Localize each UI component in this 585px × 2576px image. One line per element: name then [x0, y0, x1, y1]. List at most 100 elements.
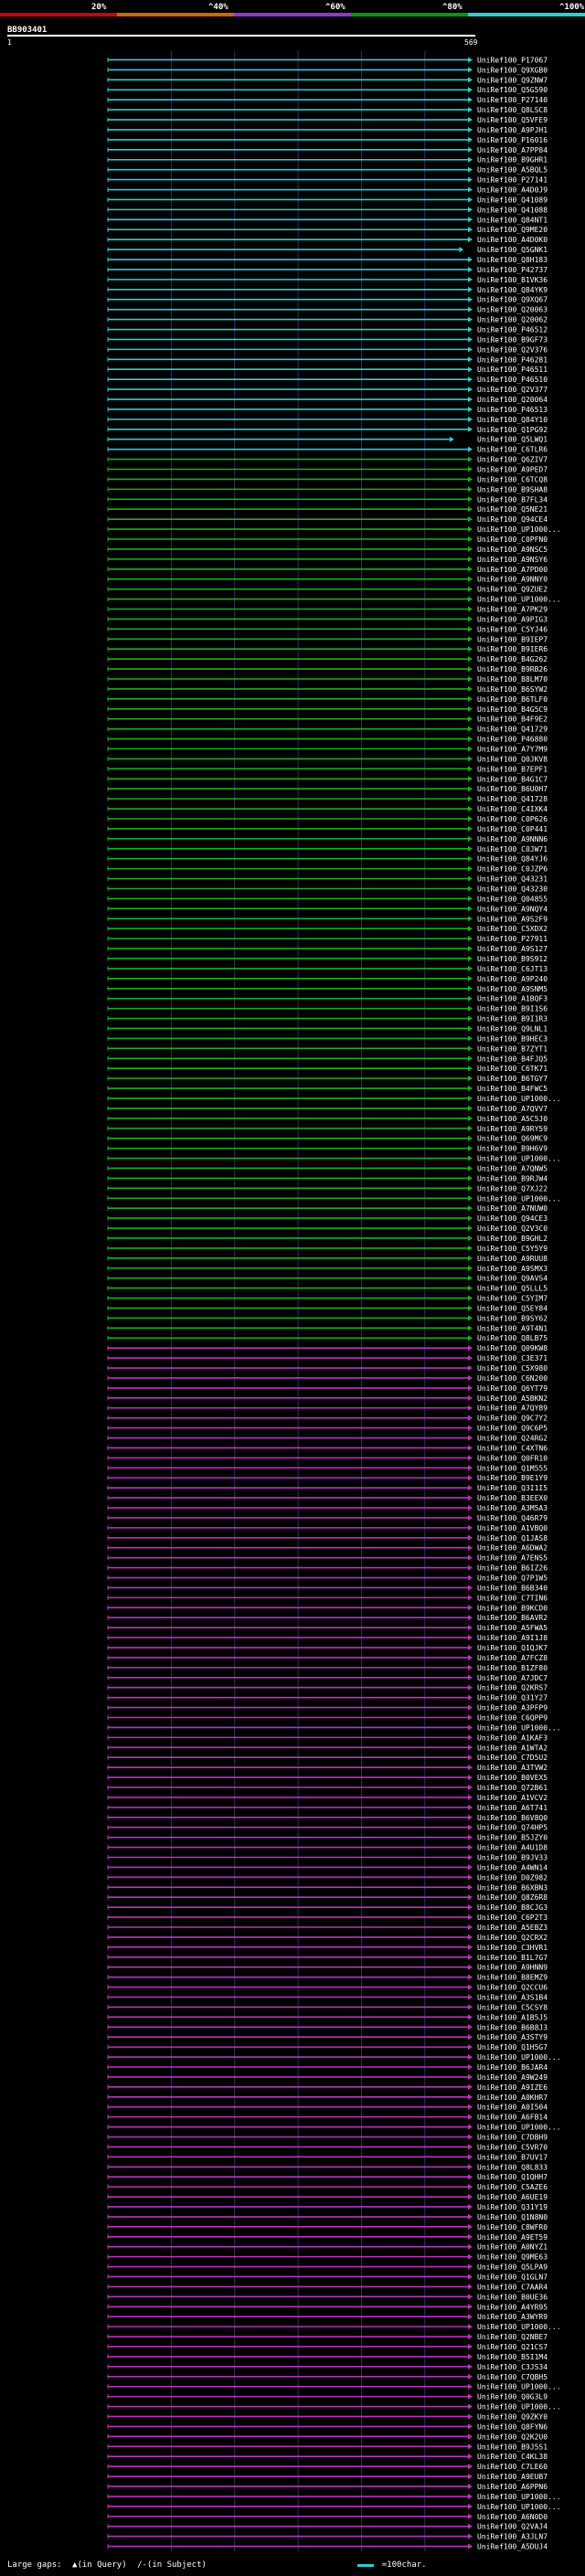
hit-label[interactable]: UniRef100_C0P626 [477, 815, 548, 823]
hit-row[interactable]: UniRef100_Q84YJ6 [107, 855, 548, 864]
hit-label[interactable]: UniRef100_Q2NBE7 [477, 2333, 548, 2341]
hit-label[interactable]: UniRef100_A3STY9 [477, 2033, 548, 2041]
hit-label[interactable]: UniRef100_Q2KRS7 [477, 1684, 548, 1692]
hit-row[interactable]: UniRef100_B6V8Q0 [107, 1814, 548, 1822]
hit-row[interactable]: UniRef100_B4FWC5 [107, 1085, 548, 1093]
hit-row[interactable]: UniRef100_Q8Z6R8 [107, 1893, 548, 1902]
hit-row[interactable]: UniRef100_C5YIM7 [107, 1295, 548, 1303]
hit-label[interactable]: UniRef100_C0JZP6 [477, 865, 548, 874]
hit-row[interactable]: UniRef100_D0Z982 [107, 1873, 548, 1882]
hit-label[interactable]: UniRef100_A9HNN9 [477, 1964, 548, 1972]
hit-row[interactable]: UniRef100_Q41089 [107, 196, 548, 204]
hit-row[interactable]: UniRef100_B9J5S1 [107, 2443, 548, 2451]
hit-label[interactable]: UniRef100_Q9C7Y2 [477, 1415, 548, 1423]
hit-row[interactable]: UniRef100_P46281 [107, 355, 548, 364]
hit-row[interactable]: UniRef100_A1B5J5 [107, 2013, 548, 2021]
hit-label[interactable]: UniRef100_Q7P1W5 [477, 1574, 548, 1583]
hit-label[interactable]: UniRef100_B0UE36 [477, 2293, 548, 2301]
hit-label[interactable]: UniRef100_A7QY89 [477, 1405, 548, 1413]
hit-row[interactable]: UniRef100_A1WTA2 [107, 1744, 548, 1752]
hit-row[interactable]: UniRef100_A3M5A3 [107, 1504, 548, 1512]
hit-row[interactable]: UniRef100_Q1H5G7 [107, 2043, 548, 2051]
hit-row[interactable]: UniRef100_C7LE60 [107, 2463, 548, 2471]
hit-row[interactable]: UniRef100_Q8LB75 [107, 1334, 548, 1342]
hit-row[interactable]: UniRef100_A6DWA2 [107, 1544, 548, 1553]
hit-row[interactable]: UniRef100_Q20064 [107, 396, 548, 404]
hit-row[interactable]: UniRef100_UP1000... [107, 1155, 561, 1163]
hit-row[interactable]: UniRef100_P27140 [107, 96, 548, 104]
hit-label[interactable]: UniRef100_Q7XJ22 [477, 1184, 548, 1193]
hit-row[interactable]: UniRef100_C3JS34 [107, 2363, 548, 2371]
hit-label[interactable]: UniRef100_Q72B61 [477, 1784, 548, 1792]
hit-label[interactable]: UniRef100_A9NSY6 [477, 556, 548, 564]
hit-label[interactable]: UniRef100_Q20064 [477, 396, 548, 404]
hit-label[interactable]: UniRef100_B4G1C7 [477, 775, 548, 783]
hit-label[interactable]: UniRef100_A1WTA2 [477, 1744, 548, 1752]
hit-row[interactable]: UniRef100_Q84Y10 [107, 416, 548, 424]
hit-label[interactable]: UniRef100_A7ENS5 [477, 1554, 548, 1563]
hit-label[interactable]: UniRef100_Q3I1I5 [477, 1484, 548, 1492]
hit-row[interactable]: UniRef100_B9SHA8 [107, 485, 548, 493]
hit-label[interactable]: UniRef100_UP1000... [477, 596, 561, 604]
hit-label[interactable]: UniRef100_Q8LSC8 [477, 106, 548, 114]
hit-row[interactable]: UniRef100_Q9ME20 [107, 226, 548, 234]
hit-row[interactable]: UniRef100_A9RUU8 [107, 1255, 548, 1263]
hit-row[interactable]: UniRef100_B4G262 [107, 655, 548, 663]
hit-row[interactable]: UniRef100_B9HEC3 [107, 1034, 548, 1043]
hit-row[interactable]: UniRef100_UP1000... [107, 2124, 561, 2132]
hit-label[interactable]: UniRef100_A9S2F9 [477, 915, 548, 923]
hit-label[interactable]: UniRef100_B9S912 [477, 955, 548, 963]
hit-label[interactable]: UniRef100_B9I1S6 [477, 1005, 548, 1013]
hit-label[interactable]: UniRef100_UP1000... [477, 1095, 561, 1103]
hit-label[interactable]: UniRef100_C6TCQ8 [477, 475, 548, 483]
hit-row[interactable]: UniRef100_A7QNW5 [107, 1164, 548, 1172]
hit-row[interactable]: UniRef100_Q43231 [107, 875, 548, 884]
hit-row[interactable]: UniRef100_Q74HP5 [107, 1824, 548, 1832]
hit-row[interactable]: UniRef100_A4YR95 [107, 2303, 548, 2311]
hit-label[interactable]: UniRef100_A1BQF3 [477, 995, 548, 1003]
hit-label[interactable]: UniRef100_B0VEX5 [477, 1774, 548, 1782]
hit-label[interactable]: UniRef100_C4KL38 [477, 2453, 548, 2461]
hit-label[interactable]: UniRef100_A9I1J8 [477, 1634, 548, 1642]
hit-row[interactable]: UniRef100_A9NSC5 [107, 546, 548, 554]
hit-label[interactable]: UniRef100_Q04855 [477, 895, 548, 903]
hit-row[interactable]: UniRef100_Q94CE3 [107, 1214, 548, 1223]
hit-row[interactable]: UniRef100_Q2KRS7 [107, 1684, 548, 1692]
hit-label[interactable]: UniRef100_B6IZ26 [477, 1564, 548, 1573]
hit-row[interactable]: UniRef100_UP1000... [107, 2053, 561, 2062]
hit-row[interactable]: UniRef100_A6T741 [107, 1804, 548, 1812]
hit-row[interactable]: UniRef100_C6TCQ8 [107, 475, 548, 483]
hit-row[interactable]: UniRef100_Q1PG92 [107, 426, 548, 434]
hit-row[interactable]: UniRef100_C5Y5Y9 [107, 1245, 548, 1253]
hit-row[interactable]: UniRef100_P46880 [107, 736, 548, 744]
hit-row[interactable]: UniRef100_A7NUW0 [107, 1204, 548, 1213]
hit-label[interactable]: UniRef100_C5CSY8 [477, 2003, 548, 2011]
hit-row[interactable]: UniRef100_A1KAF3 [107, 1733, 548, 1742]
hit-label[interactable]: UniRef100_Q1JAS8 [477, 1534, 548, 1542]
hit-label[interactable]: UniRef100_A7QVV7 [477, 1105, 548, 1113]
hit-row[interactable]: UniRef100_C6N200 [107, 1374, 548, 1383]
hit-row[interactable]: UniRef100_A6PPN6 [107, 2483, 548, 2491]
hit-row[interactable]: UniRef100_Q69MC9 [107, 1135, 548, 1143]
hit-row[interactable]: UniRef100_Q1QHH7 [107, 2173, 548, 2181]
hit-label[interactable]: UniRef100_UP1000... [477, 1155, 561, 1163]
hit-label[interactable]: UniRef100_Q1PG92 [477, 426, 548, 434]
hit-label[interactable]: UniRef100_B6TLF0 [477, 695, 548, 704]
hit-label[interactable]: UniRef100_Q6ZIV7 [477, 456, 548, 464]
hit-row[interactable]: UniRef100_A6N0D0 [107, 2513, 548, 2521]
hit-label[interactable]: UniRef100_A7PD00 [477, 566, 548, 574]
hit-row[interactable]: UniRef100_A9PED7 [107, 466, 548, 474]
hit-label[interactable]: UniRef100_A7JDC7 [477, 1674, 548, 1682]
hit-label[interactable]: UniRef100_Q5LWQ1 [477, 436, 548, 444]
hit-label[interactable]: UniRef100_B4FWC5 [477, 1085, 548, 1093]
hit-label[interactable]: UniRef100_Q2CCU6 [477, 1984, 548, 1992]
hit-row[interactable]: UniRef100_B4G5C9 [107, 705, 548, 714]
hit-label[interactable]: UniRef100_C0P441 [477, 825, 548, 833]
hit-label[interactable]: UniRef100_B6U0H7 [477, 785, 548, 793]
hit-label[interactable]: UniRef100_B6AVR2 [477, 1614, 548, 1622]
hit-row[interactable]: UniRef100_Q1M555 [107, 1464, 548, 1472]
hit-row[interactable]: UniRef100_B8EMZ9 [107, 1974, 548, 1982]
hit-label[interactable]: UniRef100_C3HVR1 [477, 1944, 548, 1952]
hit-row[interactable]: UniRef100_B6SYW2 [107, 685, 548, 694]
hit-row[interactable]: UniRef100_B9RJW4 [107, 1174, 548, 1182]
